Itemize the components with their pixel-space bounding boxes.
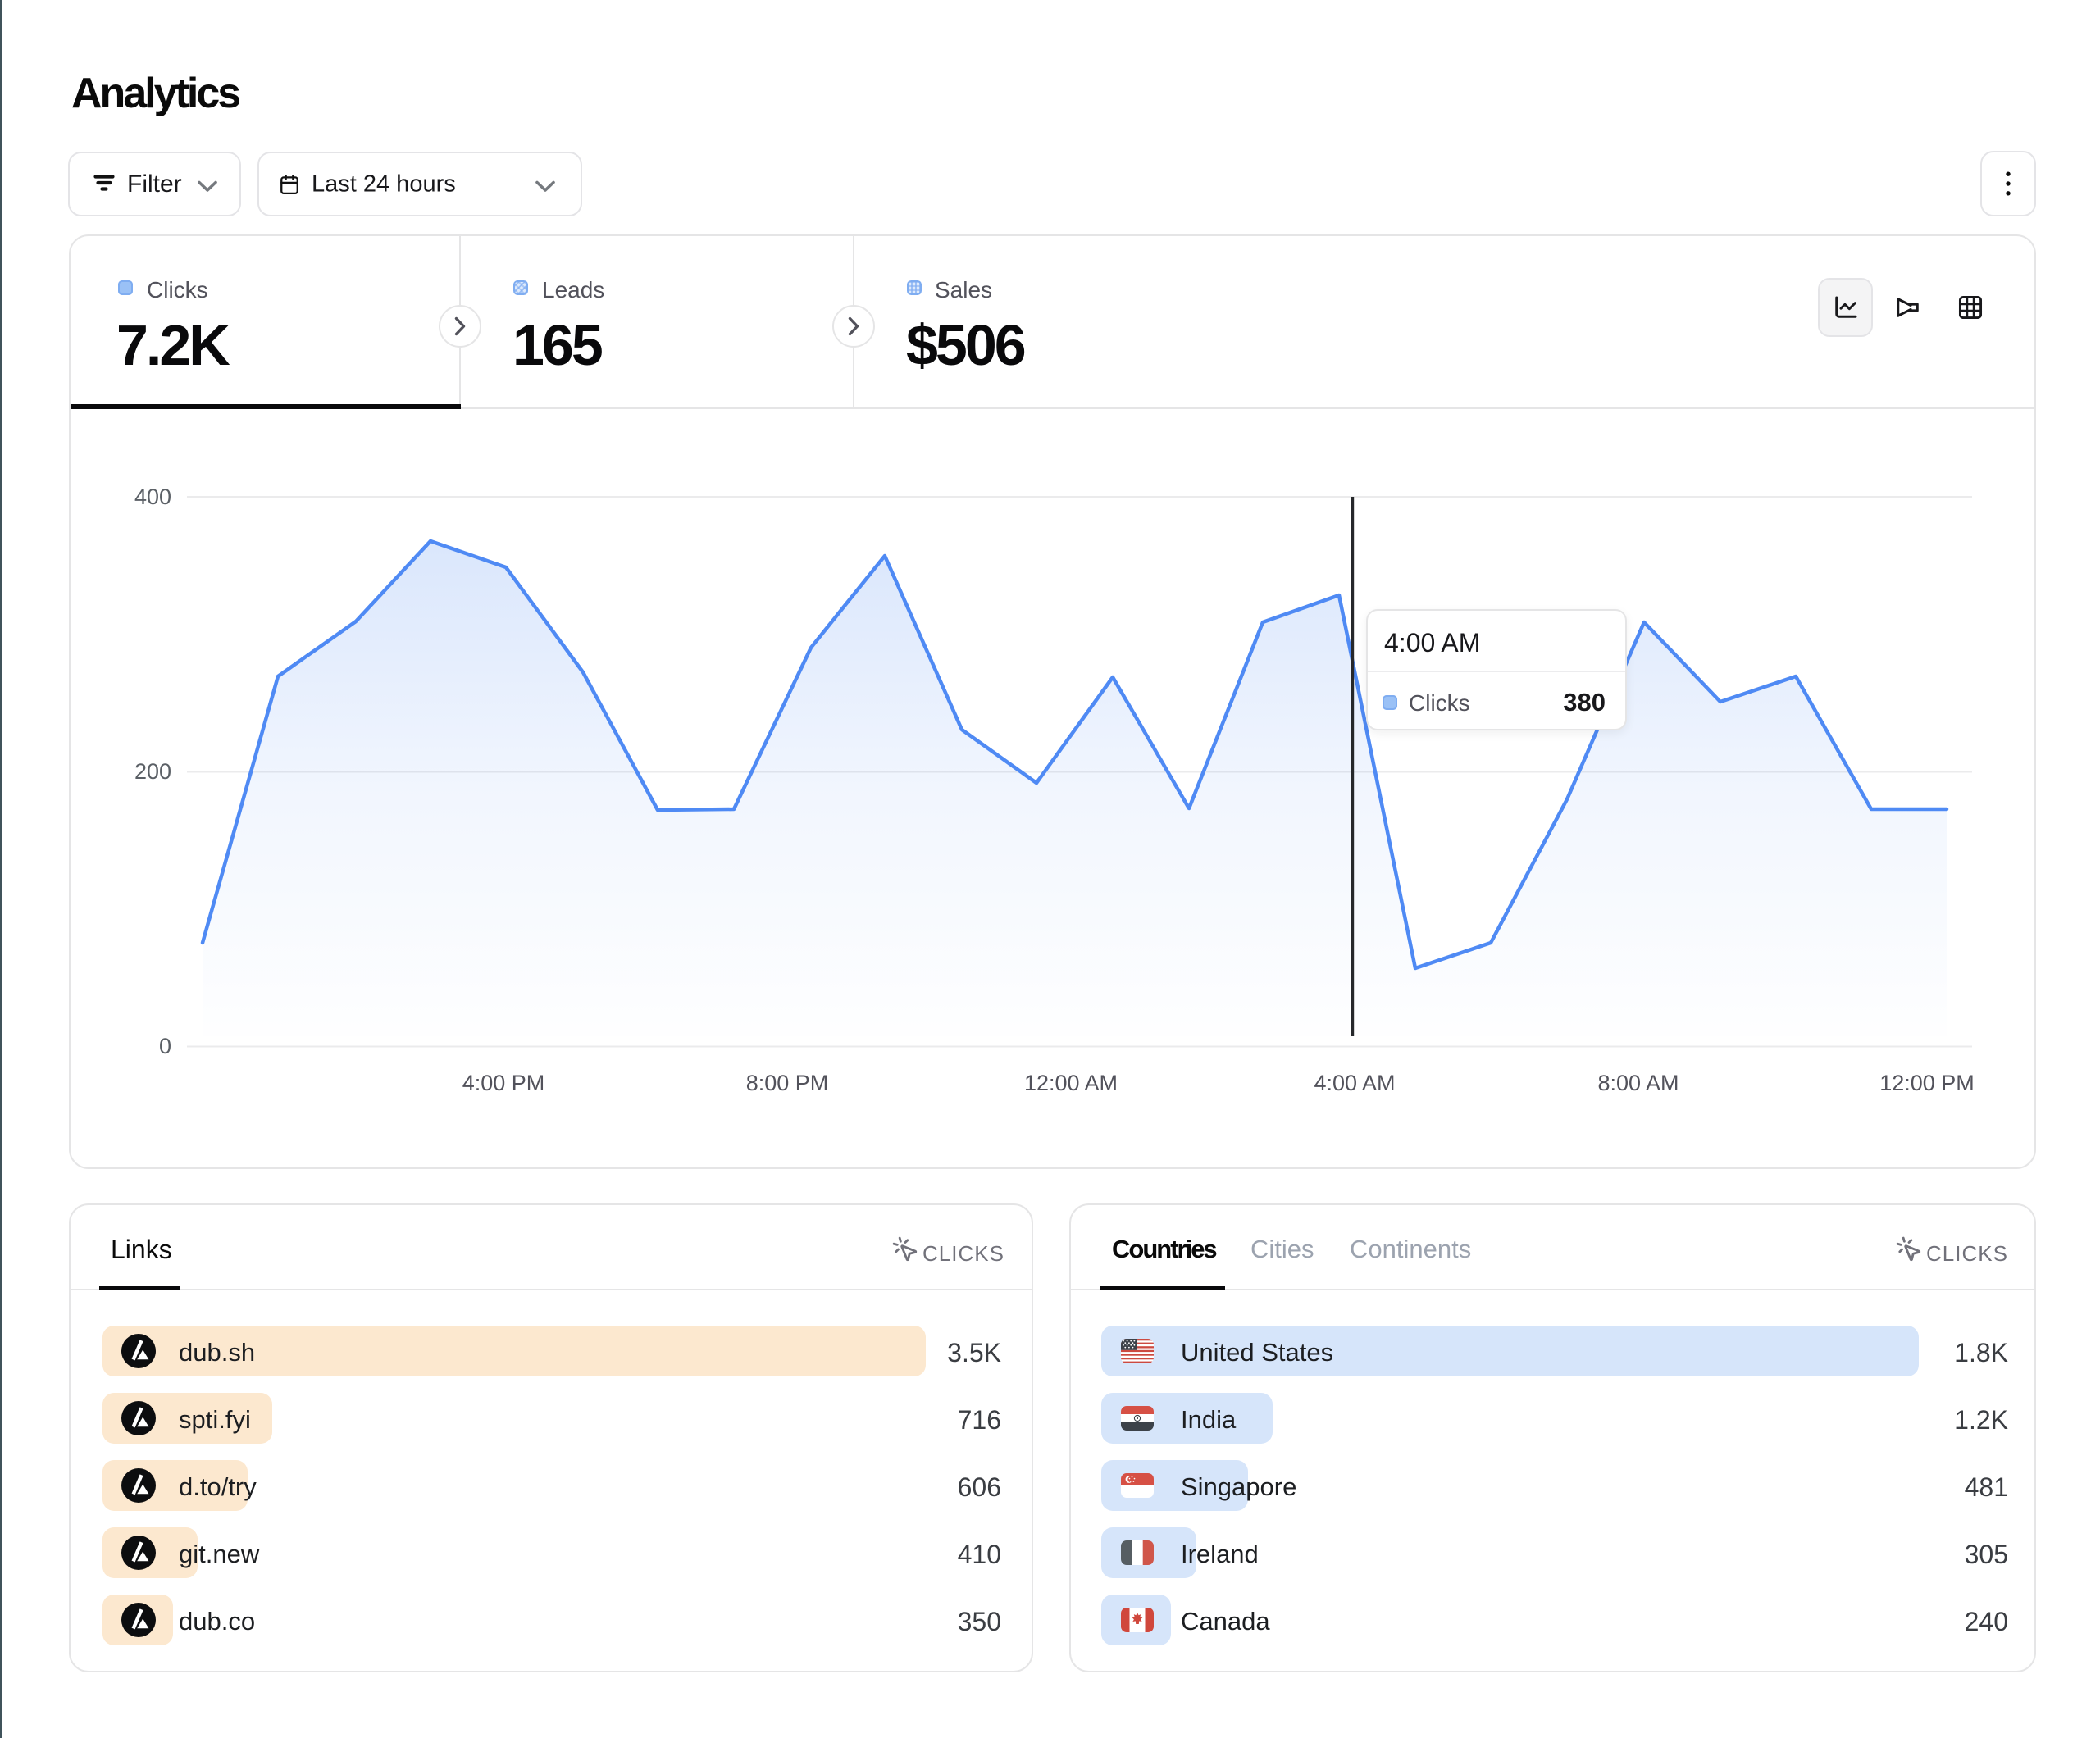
svg-text:400: 400 (134, 485, 171, 509)
svg-text:0: 0 (159, 1034, 171, 1058)
svg-text:200: 200 (134, 759, 171, 784)
svg-text:12:00 PM: 12:00 PM (1879, 1071, 1975, 1095)
svg-text:12:00 AM: 12:00 AM (1024, 1071, 1118, 1095)
svg-text:4:00 AM: 4:00 AM (1314, 1071, 1395, 1095)
svg-text:8:00 AM: 8:00 AM (1597, 1071, 1679, 1095)
svg-text:8:00 PM: 8:00 PM (746, 1071, 829, 1095)
svg-text:4:00 PM: 4:00 PM (462, 1071, 545, 1095)
